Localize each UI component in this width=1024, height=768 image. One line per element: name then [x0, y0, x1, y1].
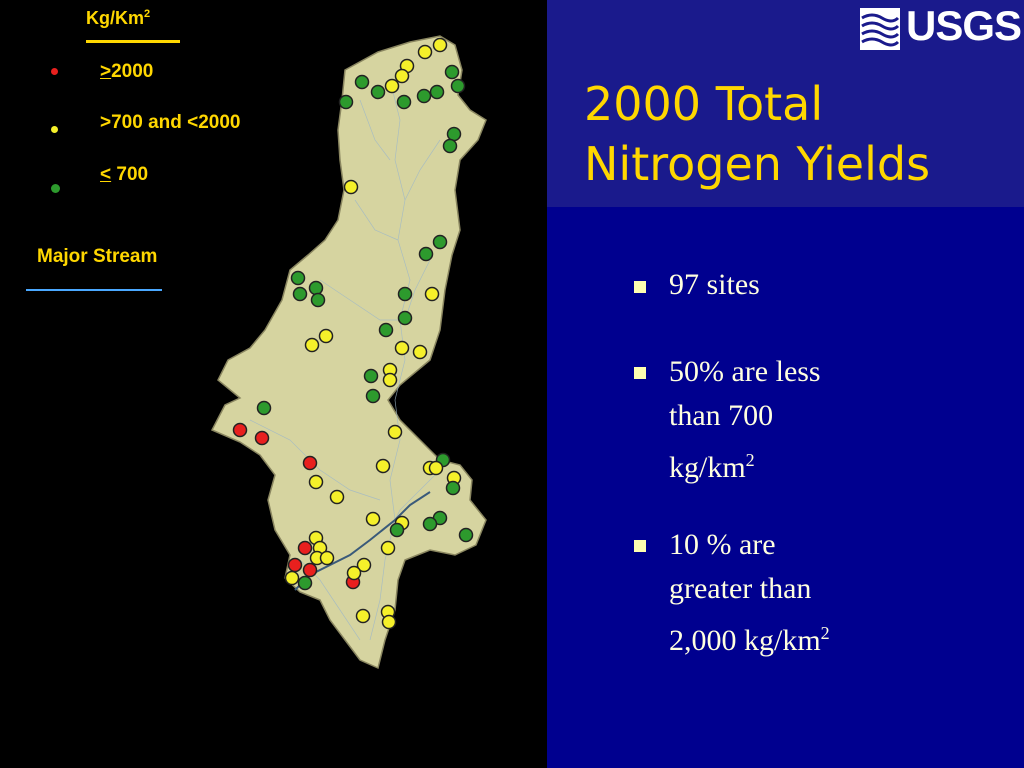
site-marker-low: [256, 400, 272, 416]
site-marker-medium: [319, 550, 335, 566]
usgs-wave-icon: [860, 8, 900, 50]
site-marker-low: [446, 126, 462, 142]
site-marker-low: [378, 322, 394, 338]
legend-major-stream-label: Major Stream: [37, 246, 158, 267]
site-marker-low: [370, 84, 386, 100]
site-marker-low: [308, 280, 324, 296]
bullet-icon: [634, 540, 646, 552]
legend-underline: [86, 40, 180, 43]
site-marker-low: [416, 88, 432, 104]
site-marker-low: [442, 138, 458, 154]
site-marker-medium: [384, 78, 400, 94]
site-marker-low: [444, 64, 460, 80]
site-marker-low: [338, 94, 354, 110]
site-marker-medium: [428, 460, 444, 476]
site-marker-low: [297, 575, 313, 591]
site-marker-medium: [356, 557, 372, 573]
site-marker-low: [432, 234, 448, 250]
site-marker-low: [363, 368, 379, 384]
bullet-icon: [634, 367, 646, 379]
site-marker-low: [389, 522, 405, 538]
legend-title: Kg/Km2: [86, 8, 151, 28]
bullet-icon: [634, 281, 646, 293]
site-marker-low: [418, 246, 434, 262]
site-marker-low: [397, 286, 413, 302]
site-marker-medium: [382, 372, 398, 388]
bullet-less-than: 50% are less than 700 kg/km2: [669, 355, 821, 484]
site-marker-high: [302, 455, 318, 471]
legend-label-medium: >700 and <2000: [100, 112, 241, 133]
site-marker-medium: [355, 608, 371, 624]
site-marker-low: [445, 480, 461, 496]
legend-label-low: < 700: [100, 164, 149, 185]
site-marker-high: [232, 422, 248, 438]
site-marker-medium: [387, 424, 403, 440]
title-panel: [547, 0, 1024, 207]
site-marker-medium: [329, 489, 345, 505]
site-marker-medium: [284, 570, 300, 586]
site-marker-medium: [308, 474, 324, 490]
site-marker-medium: [380, 540, 396, 556]
site-marker-medium: [417, 44, 433, 60]
site-marker-medium: [432, 37, 448, 53]
legend-dot-low: [51, 184, 60, 193]
content-panel: [547, 207, 1024, 768]
site-marker-low: [429, 84, 445, 100]
site-marker-high: [302, 562, 318, 578]
usgs-logo: [860, 8, 900, 50]
site-marker-low: [290, 270, 306, 286]
site-marker-low: [422, 516, 438, 532]
site-marker-low: [310, 292, 326, 308]
legend-dot-high: [51, 68, 58, 75]
site-marker-medium: [304, 337, 320, 353]
site-marker-low: [365, 388, 381, 404]
bullet-sites: 97 sites: [669, 268, 760, 301]
site-marker-low: [292, 286, 308, 302]
site-marker-medium: [365, 511, 381, 527]
site-marker-medium: [375, 458, 391, 474]
site-marker-high: [297, 540, 313, 556]
legend-stream-line: [26, 289, 162, 291]
site-marker-medium: [394, 340, 410, 356]
basin-outline: [210, 35, 487, 670]
bullet-greater-than: 10 % are greater than 2,000 kg/km2: [669, 528, 830, 657]
slide-title: 2000 Total Nitrogen Yields: [584, 77, 931, 191]
site-marker-low: [450, 78, 466, 94]
site-marker-medium: [412, 344, 428, 360]
site-marker-low: [354, 74, 370, 90]
site-marker-medium: [343, 179, 359, 195]
site-marker-medium: [346, 565, 362, 581]
legend-label-high: >2000: [100, 61, 154, 82]
basin-map: [210, 35, 487, 670]
site-marker-low: [397, 310, 413, 326]
site-markers: [232, 37, 474, 630]
usgs-logo-text: USGS: [906, 2, 1022, 49]
site-marker-low: [396, 94, 412, 110]
site-marker-high: [254, 430, 270, 446]
legend-dot-medium: [51, 126, 58, 133]
site-marker-medium: [318, 328, 334, 344]
site-marker-low: [458, 527, 474, 543]
site-marker-medium: [394, 68, 410, 84]
site-marker-high: [287, 557, 303, 573]
site-marker-medium: [424, 286, 440, 302]
site-marker-medium: [381, 614, 397, 630]
